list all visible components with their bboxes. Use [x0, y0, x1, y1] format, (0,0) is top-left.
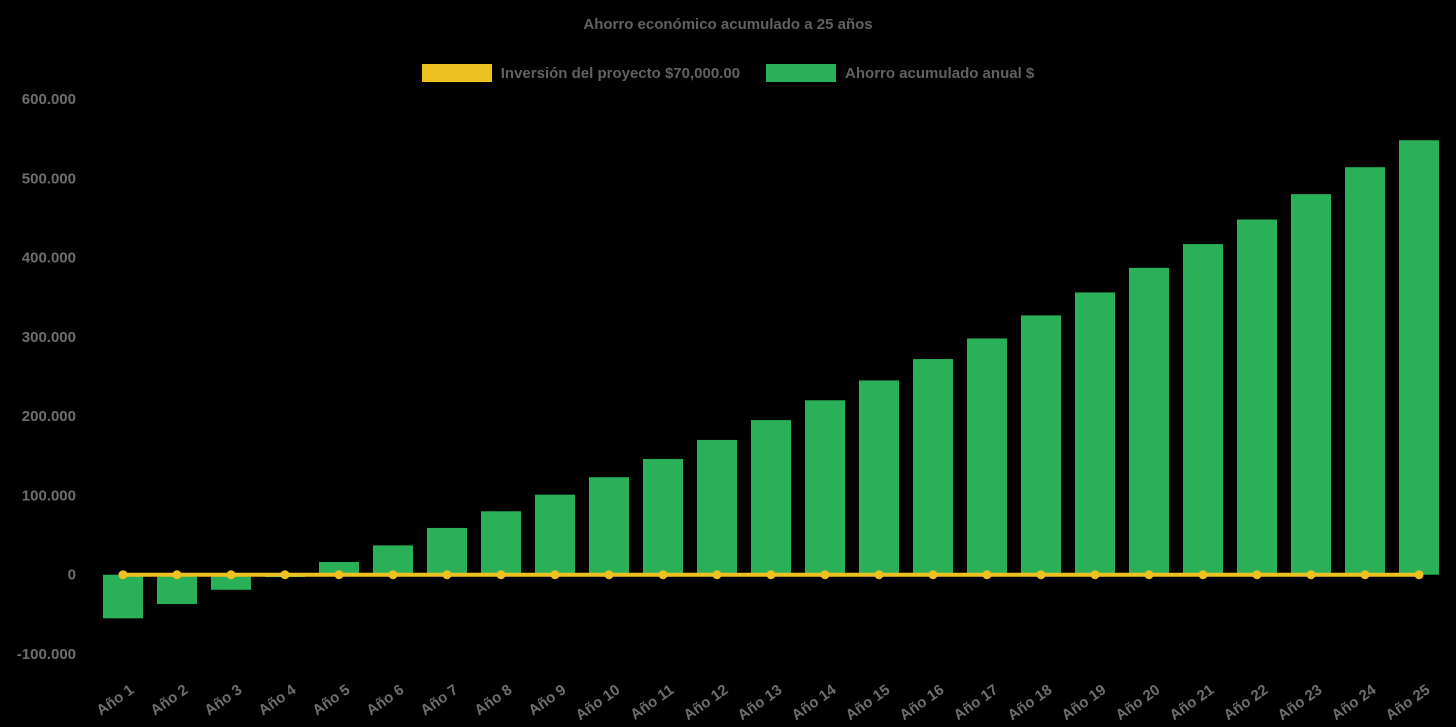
x-tick-label-6: Año 6: [363, 681, 407, 719]
x-tick-label-1: Año 1: [93, 681, 137, 719]
bar-año-20: [1129, 267, 1169, 575]
investment-marker-2: [172, 570, 182, 580]
x-tick-label-9: Año 9: [525, 681, 569, 719]
x-tick-label-22: Año 22: [1221, 681, 1272, 724]
x-tick-label-7: Año 7: [417, 681, 461, 719]
y-tick-label: 200.000: [22, 408, 76, 425]
bar-año-15: [859, 380, 899, 575]
investment-marker-19: [1090, 570, 1100, 580]
investment-marker-4: [280, 570, 290, 580]
bar-año-1: [103, 574, 143, 619]
y-tick-label: 300.000: [22, 329, 76, 346]
x-tick-label-21: Año 21: [1167, 681, 1218, 724]
x-tick-label-20: Año 20: [1113, 681, 1164, 724]
bar-año-2: [157, 574, 197, 605]
x-tick-label-16: Año 16: [897, 681, 948, 724]
y-tick-label: 400.000: [22, 250, 76, 267]
bar-año-21: [1183, 244, 1223, 575]
investment-marker-7: [442, 570, 452, 580]
investment-marker-15: [874, 570, 884, 580]
x-tick-label-2: Año 2: [147, 681, 191, 719]
investment-marker-1: [118, 570, 128, 580]
bar-año-10: [589, 477, 629, 575]
investment-marker-11: [658, 570, 668, 580]
investment-marker-9: [550, 570, 560, 580]
investment-marker-22: [1252, 570, 1262, 580]
y-tick-label: 100.000: [22, 487, 76, 504]
investment-marker-10: [604, 570, 614, 580]
x-tick-label-8: Año 8: [471, 681, 515, 719]
bar-año-3: [211, 574, 251, 590]
x-tick-label-4: Año 4: [255, 681, 299, 719]
x-tick-label-5: Año 5: [309, 681, 353, 719]
x-tick-label-14: Año 14: [789, 681, 840, 724]
bar-año-24: [1345, 167, 1385, 575]
investment-marker-13: [766, 570, 776, 580]
bar-año-5: [319, 562, 359, 575]
bar-año-9: [535, 494, 575, 575]
x-tick-label-24: Año 24: [1329, 681, 1380, 724]
bar-año-18: [1021, 315, 1061, 575]
investment-marker-6: [388, 570, 398, 580]
investment-marker-18: [1036, 570, 1046, 580]
investment-marker-5: [334, 570, 344, 580]
investment-marker-24: [1360, 570, 1370, 580]
bar-año-23: [1291, 194, 1331, 575]
legend-item-savings: Ahorro acumulado anual $: [766, 64, 1034, 82]
bar-año-6: [373, 545, 413, 575]
x-tick-label-12: Año 12: [681, 681, 732, 724]
x-tick-label-17: Año 17: [951, 681, 1002, 724]
bar-año-13: [751, 420, 791, 575]
investment-marker-8: [496, 570, 506, 580]
bar-año-17: [967, 338, 1007, 575]
investment-marker-16: [928, 570, 938, 580]
bar-año-25: [1399, 140, 1439, 575]
bar-año-16: [913, 359, 953, 575]
legend: Inversión del proyecto $70,000.00 Ahorro…: [0, 64, 1456, 82]
bar-año-12: [697, 439, 737, 575]
investment-marker-25: [1414, 570, 1424, 580]
legend-swatch-savings-icon: [766, 64, 837, 82]
x-tick-label-23: Año 23: [1275, 681, 1326, 724]
investment-marker-3: [226, 570, 236, 580]
y-tick-label: 0: [68, 567, 76, 584]
investment-marker-23: [1306, 570, 1316, 580]
investment-marker-20: [1144, 570, 1154, 580]
x-tick-label-18: Año 18: [1005, 681, 1056, 724]
investment-marker-12: [712, 570, 722, 580]
x-tick-label-13: Año 13: [735, 681, 786, 724]
investment-marker-17: [982, 570, 992, 580]
investment-marker-14: [820, 570, 830, 580]
investment-marker-21: [1198, 570, 1208, 580]
legend-label-savings: Ahorro acumulado anual $: [845, 64, 1035, 82]
y-tick-label: 500.000: [22, 170, 76, 187]
x-tick-label-19: Año 19: [1059, 681, 1110, 724]
bar-año-22: [1237, 219, 1277, 575]
chart-title: Ahorro económico acumulado a 25 años: [583, 16, 873, 33]
x-tick-label-25: Año 25: [1383, 681, 1434, 724]
y-tick-label: -100.000: [17, 646, 76, 663]
x-tick-label-10: Año 10: [573, 681, 624, 724]
y-tick-label: 600.000: [22, 91, 76, 108]
bar-año-7: [427, 527, 467, 575]
bar-año-19: [1075, 292, 1115, 575]
legend-item-investment: Inversión del proyecto $70,000.00: [421, 64, 741, 82]
legend-label-investment: Inversión del proyecto $70,000.00: [500, 64, 741, 82]
bar-año-11: [643, 458, 683, 575]
x-tick-label-3: Año 3: [201, 681, 245, 719]
bar-año-14: [805, 400, 845, 575]
bar-año-8: [481, 511, 521, 575]
x-tick-label-11: Año 11: [627, 681, 677, 723]
legend-swatch-investment-icon: [421, 64, 492, 82]
x-tick-label-15: Año 15: [843, 681, 894, 724]
